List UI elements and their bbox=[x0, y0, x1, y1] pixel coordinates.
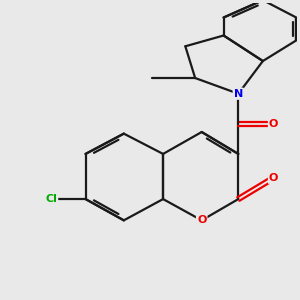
Text: Cl: Cl bbox=[45, 194, 57, 204]
Text: O: O bbox=[269, 119, 278, 129]
Text: N: N bbox=[234, 89, 243, 99]
Text: O: O bbox=[197, 215, 206, 225]
Text: O: O bbox=[269, 173, 278, 183]
